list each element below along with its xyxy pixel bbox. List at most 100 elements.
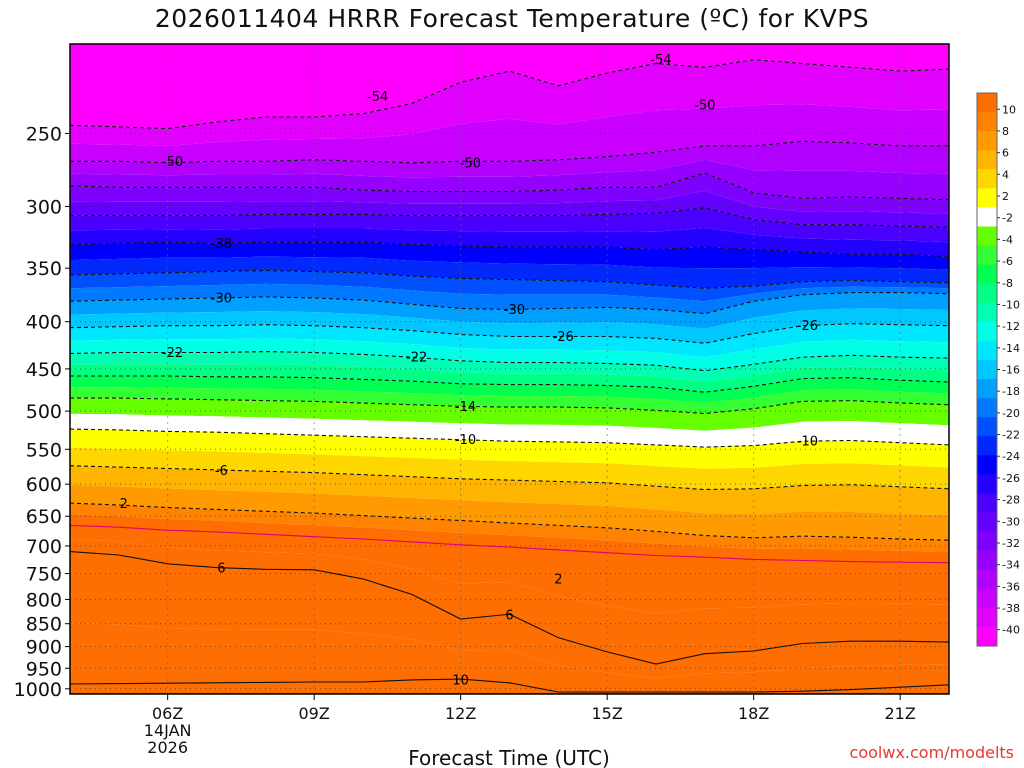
y-tick-label: 550 <box>26 439 62 461</box>
colorbar-label: -10 <box>1002 298 1020 311</box>
colorbar-label: -22 <box>1002 429 1020 442</box>
contour-label: -38 <box>211 237 232 252</box>
contour-label: -50 <box>162 155 183 170</box>
colorbar-swatch <box>977 112 997 132</box>
chart-title: 2026011404 HRRR Forecast Temperature (ºC… <box>154 4 870 33</box>
colorbar-swatch <box>977 207 997 228</box>
contour-label: -22 <box>162 346 183 361</box>
colorbar-label: -4 <box>1002 233 1013 246</box>
source-watermark[interactable]: coolwx.com/modelts <box>849 743 1014 762</box>
colorbar-swatch <box>977 531 997 552</box>
colorbar-swatch <box>977 626 997 647</box>
contour-label-text: 2 <box>120 497 128 512</box>
colorbar-label: -14 <box>1002 342 1020 355</box>
contour-label-text: -14 <box>455 400 476 415</box>
x-tick-label: 21Z <box>885 704 916 723</box>
x-year-label: 2026 <box>147 738 188 757</box>
colorbar-swatch <box>977 588 997 609</box>
colorbar-label: -28 <box>1002 494 1020 507</box>
contour-label: -10 <box>455 433 476 448</box>
colorbar-label: -18 <box>1002 385 1020 398</box>
temperature-band <box>70 376 949 403</box>
colorbar-swatch <box>977 302 997 323</box>
y-tick-label: 600 <box>26 474 62 496</box>
colorbar-label: -12 <box>1002 320 1020 333</box>
contour-label-text: -38 <box>211 237 232 252</box>
x-tick-label: 06Z <box>152 704 183 723</box>
colorbar-label: -40 <box>1002 624 1020 637</box>
contour-label-text: 10 <box>452 673 469 688</box>
colorbar-swatch <box>977 607 997 628</box>
colorbar-label: 10 <box>1002 103 1016 116</box>
temperature-band <box>70 447 949 490</box>
colorbar-swatch <box>977 188 997 209</box>
contour-label-text: -30 <box>211 291 232 306</box>
colorbar-swatch <box>977 512 997 533</box>
colorbar-swatch <box>977 398 997 418</box>
isotherm--46 <box>70 172 949 201</box>
colorbar-label: 8 <box>1002 125 1009 138</box>
temperature-band <box>70 503 949 552</box>
colorbar-swatch <box>977 436 997 456</box>
temperature-band <box>70 465 949 516</box>
colorbar-swatch <box>977 150 997 170</box>
temperature-band <box>70 551 949 679</box>
y-tick-label: 750 <box>26 564 62 586</box>
contour-label: 6 <box>217 562 225 577</box>
contour-label-text: 2 <box>554 572 562 587</box>
x-tick-label: 12Z <box>445 704 476 723</box>
temperature-band <box>70 323 949 358</box>
isotherm-2 <box>70 524 949 564</box>
y-tick-label: 950 <box>26 658 62 680</box>
colorbar-swatch <box>977 93 997 113</box>
contour-label: 2 <box>120 497 128 512</box>
colorbar-swatch <box>977 569 997 590</box>
temperature-band <box>70 207 949 243</box>
temperature-band <box>70 413 949 448</box>
colorbar-swatch <box>977 264 997 285</box>
contour-label: -54 <box>650 53 671 68</box>
colorbar-label: -6 <box>1002 255 1013 268</box>
colorbar-swatch <box>977 455 997 475</box>
contour-label: -14 <box>455 400 476 415</box>
temperature-band <box>70 190 949 228</box>
contour-label: -50 <box>694 99 715 114</box>
colorbar-label: -30 <box>1002 515 1020 528</box>
isotherm-10 <box>70 678 949 693</box>
colorbar-label: -16 <box>1002 364 1020 377</box>
contour-label: -54 <box>367 90 388 105</box>
colorbar-label: -36 <box>1002 580 1020 593</box>
contour-label-text: -54 <box>650 53 671 68</box>
temperature-band <box>70 242 949 270</box>
isotherm-6 <box>70 551 949 665</box>
contour-label-text: -26 <box>553 330 574 345</box>
temperature-band <box>70 159 949 200</box>
y-tick-label: 250 <box>26 123 62 145</box>
isotherm--54 <box>70 59 949 130</box>
contour-label: -22 <box>406 351 427 366</box>
colorbar-swatch <box>977 169 997 189</box>
contour-label-text: -30 <box>504 303 525 318</box>
temperature-band <box>70 292 949 329</box>
contour-label: -10 <box>797 435 818 450</box>
x-tick-label: 09Z <box>299 704 330 723</box>
isotherm--30 <box>70 292 949 315</box>
colorbar-swatch <box>977 283 997 304</box>
contour-label: -26 <box>553 330 574 345</box>
temperature-band <box>70 398 949 431</box>
temperature-band <box>70 364 949 393</box>
contour-label: 6 <box>505 609 513 624</box>
temperature-band <box>70 59 949 147</box>
y-tick-label: 1000 <box>14 679 62 701</box>
temperature-band <box>70 270 949 302</box>
x-tick-label: 15Z <box>592 704 623 723</box>
contour-label: -26 <box>797 319 818 334</box>
contour-label: -50 <box>460 156 481 171</box>
temperature-band <box>70 484 949 541</box>
contour-label-text: -50 <box>694 99 715 114</box>
contour-label: -30 <box>211 291 232 306</box>
temperature-band <box>70 679 949 694</box>
colorbar-swatch <box>977 474 997 495</box>
temperature-band <box>70 538 949 664</box>
